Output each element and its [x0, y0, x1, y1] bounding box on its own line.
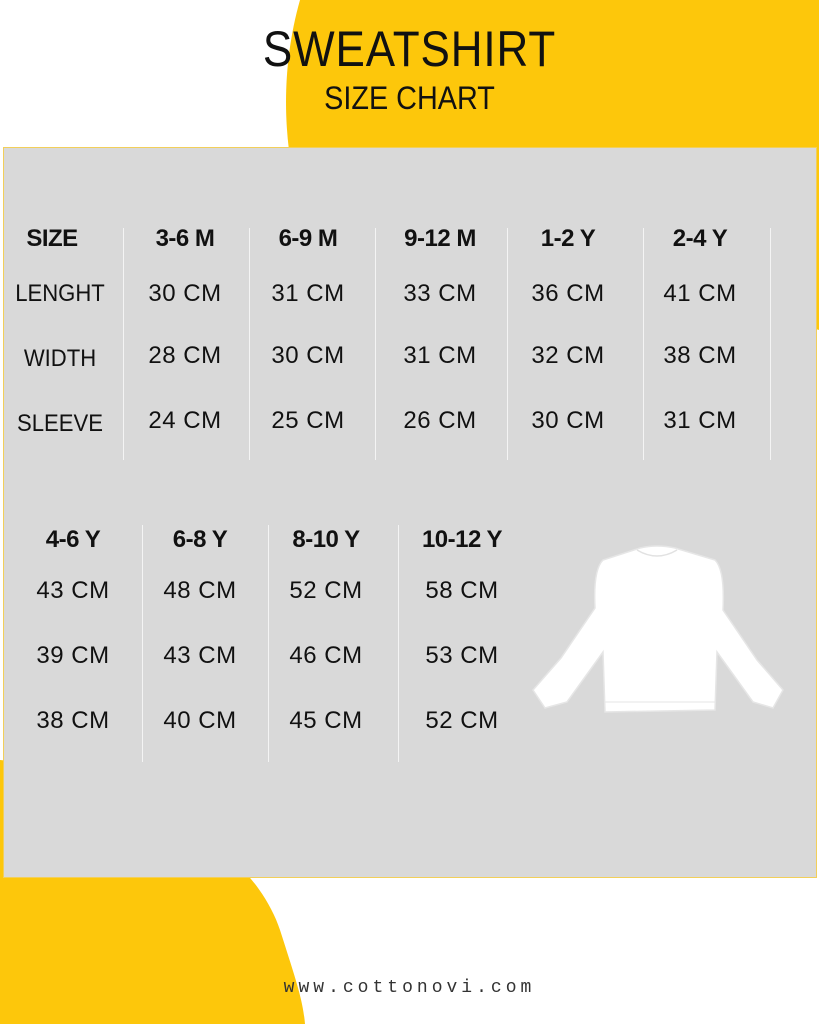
measurement-cell: 43 CM [163, 642, 237, 669]
measurement-cell: 48 CM [163, 577, 237, 604]
measurement-cell: 25 CM [271, 407, 345, 434]
page-subtitle: SIZE CHART [324, 80, 495, 116]
column-divider [375, 228, 376, 460]
row-label: LENGHT [15, 280, 105, 307]
page-title: SWEATSHIRT [262, 21, 557, 77]
measurement-cell: 30 CM [271, 342, 345, 369]
size-header: 6-8 Y [172, 526, 228, 553]
size-header: 10-12 Y [421, 526, 503, 553]
column-divider [507, 228, 508, 460]
row-label: WIDTH [23, 345, 97, 372]
measurement-cell: 32 CM [531, 342, 605, 369]
size-header: 3-6 M [155, 225, 215, 252]
measurement-cell: 39 CM [36, 642, 110, 669]
measurement-cell: 28 CM [148, 342, 222, 369]
measurement-cell: 31 CM [663, 407, 737, 434]
measurement-cell: 26 CM [403, 407, 477, 434]
measurement-cell: 53 CM [425, 642, 499, 669]
website-link[interactable]: www.cottonovi.com [283, 978, 536, 998]
row-label: SLEEVE [17, 410, 103, 437]
size-chart-panel [3, 147, 817, 878]
measurement-cell: 45 CM [289, 707, 363, 734]
column-divider [643, 228, 644, 460]
measurement-cell: 40 CM [163, 707, 237, 734]
measurement-cell: 46 CM [289, 642, 363, 669]
column-divider [398, 525, 399, 762]
size-header: 4-6 Y [45, 526, 101, 553]
column-divider [123, 228, 124, 460]
size-header: 6-9 M [278, 225, 338, 252]
measurement-cell: 36 CM [531, 280, 605, 307]
measurement-cell: 43 CM [36, 577, 110, 604]
measurement-cell: 41 CM [663, 280, 737, 307]
column-divider [268, 525, 269, 762]
measurement-cell: 31 CM [271, 280, 345, 307]
column-divider [249, 228, 250, 460]
size-header: 9-12 M [404, 225, 476, 252]
size-header: 1-2 Y [540, 225, 596, 252]
column-divider [770, 228, 771, 460]
sweatshirt-icon [532, 545, 784, 713]
measurement-cell: 30 CM [148, 280, 222, 307]
measurement-cell: 24 CM [148, 407, 222, 434]
measurement-cell: 52 CM [425, 707, 499, 734]
measurement-cell: 30 CM [531, 407, 605, 434]
measurement-cell: 58 CM [425, 577, 499, 604]
column-divider [142, 525, 143, 762]
measurement-cell: 31 CM [403, 342, 477, 369]
size-header: 8-10 Y [292, 526, 360, 553]
measurement-cell: 52 CM [289, 577, 363, 604]
size-header-label: SIZE [26, 225, 78, 252]
size-header: 2-4 Y [672, 225, 728, 252]
measurement-cell: 38 CM [663, 342, 737, 369]
measurement-cell: 33 CM [403, 280, 477, 307]
measurement-cell: 38 CM [36, 707, 110, 734]
